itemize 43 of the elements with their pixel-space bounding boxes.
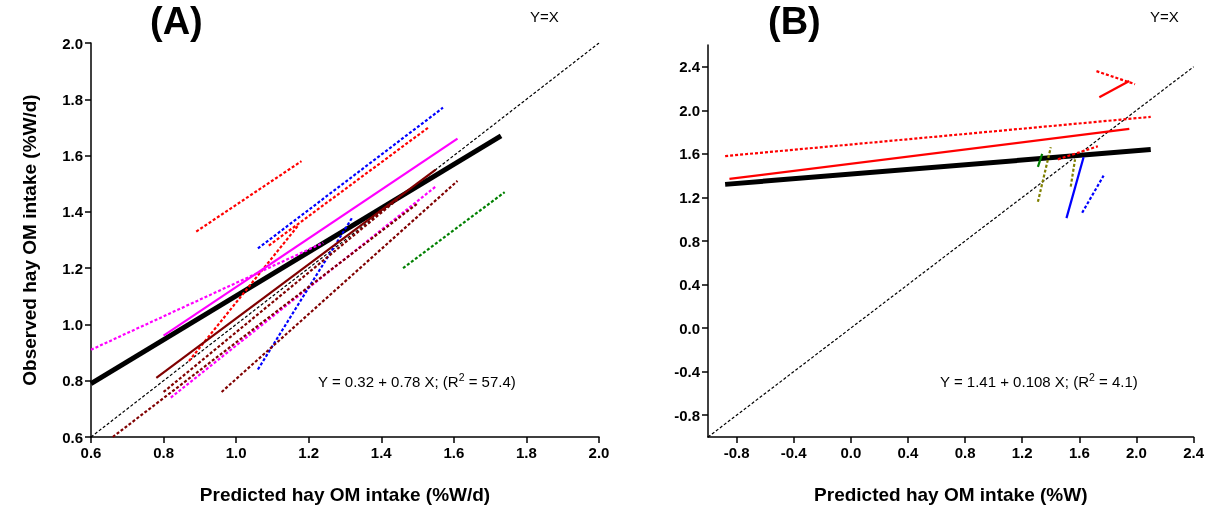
- x-tick-label: 1.2: [298, 444, 320, 461]
- y-tick-label: 1.8: [62, 90, 83, 108]
- y-tick-label: -0.4: [674, 363, 701, 381]
- y-tick-label: 0.8: [679, 232, 700, 250]
- x-tick-label: 1.4: [370, 444, 393, 461]
- y-tick-label: 1.6: [62, 147, 83, 165]
- y-tick-label: 1.2: [679, 188, 700, 206]
- annotation: Y = 0.32 + 0.78 X; (R$^{2}$ = 57.4): [318, 371, 516, 390]
- y-tick-label: 1.2: [62, 259, 83, 277]
- y-axis-title: Observed hay OM intake (%W/d): [19, 94, 40, 386]
- y-tick-label: 2.0: [62, 34, 83, 52]
- text: Y=X: [530, 8, 559, 25]
- x-axis-title: Predicted hay OM intake (%W): [814, 484, 1088, 505]
- x-tick-label: 1.8: [516, 444, 537, 461]
- x-tick-label: 0.0: [840, 444, 862, 461]
- x-tick-label: 2.0: [588, 444, 610, 461]
- y-tick-label: 0.8: [62, 372, 83, 390]
- x-tick-label: 0.8: [954, 444, 976, 461]
- annotation: Y = 1.41 + 0.108 X; (R$^{2}$ = 4.1): [940, 371, 1138, 390]
- x-tick-label: -0.4: [780, 444, 808, 461]
- y-tick-label: 2.0: [679, 101, 700, 119]
- y-tick-label: 0.4: [679, 276, 701, 294]
- x-tick-label: 0.4: [897, 444, 920, 461]
- y-tick-label: 2.4: [679, 58, 701, 76]
- y-tick-label: 1.0: [62, 315, 83, 333]
- y-tick-label: 1.6: [679, 145, 700, 163]
- x-tick-label: 1.6: [443, 444, 465, 461]
- x-tick-label: 2.4: [1183, 444, 1205, 461]
- y-tick-label: 0.0: [679, 319, 700, 337]
- x-tick-label: 1.2: [1011, 444, 1033, 461]
- x-tick-label: 1.6: [1068, 444, 1090, 461]
- text: Y=X: [1150, 8, 1179, 25]
- y-tick-label: 1.4: [62, 203, 84, 221]
- x-axis-title: Predicted hay OM intake (%W/d): [199, 484, 491, 505]
- chart-title: (B): [768, 0, 821, 43]
- x-tick-label: 2.0: [1126, 444, 1147, 461]
- y-tick-label: -0.8: [674, 406, 700, 424]
- chart-title: (A): [150, 0, 203, 43]
- x-tick-label: 1.0: [225, 444, 247, 461]
- x-tick-label: -0.8: [723, 444, 750, 461]
- x-tick-label: 0.8: [153, 444, 174, 461]
- y-tick-label: 0.6: [62, 428, 83, 446]
- x-tick-label: 0.6: [80, 444, 102, 461]
